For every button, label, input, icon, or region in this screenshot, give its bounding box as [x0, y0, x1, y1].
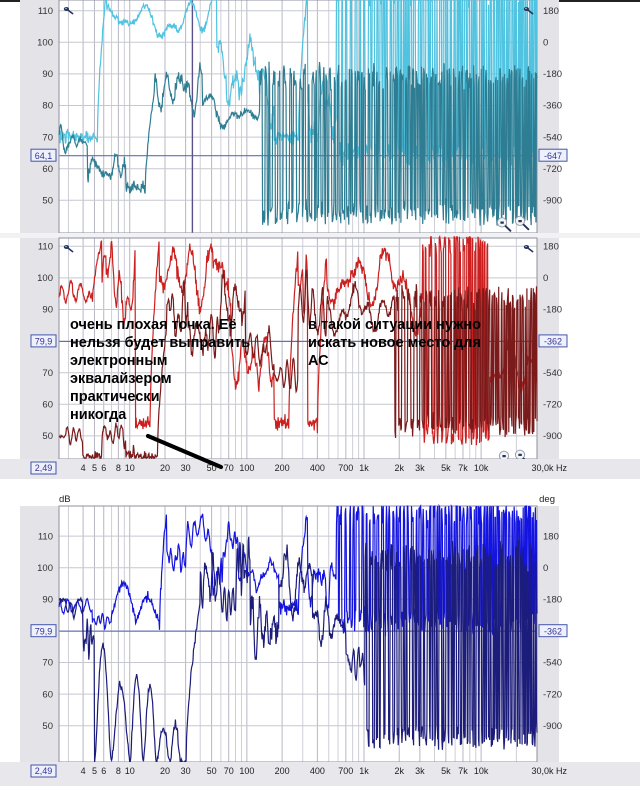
svg-text:50: 50 [42, 431, 53, 442]
svg-text:АС: АС [308, 353, 329, 369]
svg-text:180: 180 [543, 6, 559, 17]
svg-text:2k: 2k [394, 766, 404, 776]
svg-text:90: 90 [42, 305, 53, 316]
svg-text:10: 10 [125, 766, 135, 776]
svg-text:3k: 3k [415, 766, 425, 776]
svg-text:50: 50 [207, 766, 217, 776]
svg-text:-540: -540 [543, 368, 562, 379]
svg-text:2,49: 2,49 [35, 766, 53, 776]
svg-text:30: 30 [181, 463, 191, 473]
svg-text:10: 10 [125, 463, 135, 473]
svg-text:400: 400 [310, 463, 325, 473]
svg-text:70: 70 [42, 658, 53, 669]
svg-text:3k: 3k [415, 463, 425, 473]
svg-text:50: 50 [42, 721, 53, 732]
svg-text:-540: -540 [543, 132, 562, 143]
svg-text:4: 4 [81, 766, 86, 776]
svg-text:6: 6 [101, 463, 106, 473]
svg-text:180: 180 [543, 242, 559, 253]
svg-text:100: 100 [239, 463, 254, 473]
svg-text:110: 110 [38, 531, 53, 542]
svg-text:8: 8 [116, 463, 121, 473]
svg-text:-720: -720 [543, 164, 562, 175]
svg-text:6: 6 [101, 766, 106, 776]
svg-text:60: 60 [42, 164, 53, 175]
svg-text:в такой ситуации нужно: в такой ситуации нужно [308, 317, 481, 333]
svg-text:0: 0 [543, 38, 548, 49]
svg-text:1k: 1k [359, 766, 369, 776]
svg-text:70: 70 [224, 463, 234, 473]
svg-text:5: 5 [92, 766, 97, 776]
svg-text:8: 8 [116, 766, 121, 776]
svg-text:70: 70 [42, 132, 53, 143]
svg-text:5: 5 [92, 463, 97, 473]
svg-text:90: 90 [42, 595, 53, 606]
svg-text:20: 20 [160, 463, 170, 473]
svg-text:90: 90 [42, 69, 53, 80]
svg-text:50: 50 [42, 196, 53, 207]
svg-text:-720: -720 [543, 400, 562, 411]
svg-text:200: 200 [275, 766, 290, 776]
svg-text:700: 700 [338, 463, 353, 473]
svg-text:эквалайзером: эквалайзером [70, 371, 172, 387]
svg-text:5k: 5k [441, 766, 451, 776]
svg-text:-180: -180 [543, 595, 562, 606]
svg-text:-900: -900 [543, 721, 562, 732]
svg-text:нельзя будет выправить: нельзя будет выправить [70, 335, 250, 351]
svg-text:-647: -647 [544, 151, 562, 161]
svg-text:700: 700 [338, 766, 353, 776]
svg-text:0: 0 [543, 273, 548, 284]
svg-text:-720: -720 [543, 689, 562, 700]
svg-text:dB: dB [59, 494, 71, 505]
svg-text:-362: -362 [544, 337, 562, 347]
svg-text:7k: 7k [458, 766, 468, 776]
svg-text:-540: -540 [543, 658, 562, 669]
svg-text:-180: -180 [543, 305, 562, 316]
svg-text:30,0k Hz: 30,0k Hz [531, 766, 567, 776]
svg-text:10k: 10k [474, 766, 489, 776]
svg-text:79,9: 79,9 [35, 337, 53, 347]
svg-text:искать новое место для: искать новое место для [308, 335, 481, 351]
svg-text:64,1: 64,1 [35, 151, 53, 161]
svg-text:30,0k Hz: 30,0k Hz [531, 463, 567, 473]
svg-text:-360: -360 [543, 101, 562, 112]
svg-text:никогда: никогда [70, 407, 127, 423]
svg-text:100: 100 [37, 273, 53, 284]
svg-text:-362: -362 [544, 627, 562, 637]
svg-text:-180: -180 [543, 69, 562, 80]
svg-text:-900: -900 [543, 196, 562, 207]
svg-text:180: 180 [543, 531, 559, 542]
svg-text:4: 4 [81, 463, 86, 473]
svg-text:5k: 5k [441, 463, 451, 473]
svg-text:100: 100 [37, 563, 53, 574]
svg-text:2,49: 2,49 [35, 463, 53, 473]
svg-text:100: 100 [37, 38, 53, 49]
svg-text:70: 70 [224, 766, 234, 776]
svg-text:1k: 1k [359, 463, 369, 473]
svg-text:110: 110 [38, 6, 53, 17]
svg-text:70: 70 [42, 368, 53, 379]
svg-text:79,9: 79,9 [35, 627, 53, 637]
svg-text:очень плохая точка. Её: очень плохая точка. Её [70, 317, 237, 333]
svg-text:200: 200 [275, 463, 290, 473]
svg-text:10k: 10k [474, 463, 489, 473]
svg-text:2k: 2k [394, 463, 404, 473]
svg-text:электронным: электронным [70, 353, 167, 369]
svg-text:-900: -900 [543, 431, 562, 442]
svg-text:400: 400 [310, 766, 325, 776]
svg-text:практически: практически [70, 389, 159, 405]
svg-text:110: 110 [38, 242, 53, 253]
svg-text:60: 60 [42, 689, 53, 700]
svg-text:deg: deg [539, 494, 555, 505]
svg-text:30: 30 [181, 766, 191, 776]
svg-text:7k: 7k [458, 463, 468, 473]
svg-text:80: 80 [42, 101, 53, 112]
svg-text:20: 20 [160, 766, 170, 776]
svg-text:0: 0 [543, 563, 548, 574]
svg-text:60: 60 [42, 400, 53, 411]
svg-text:100: 100 [239, 766, 254, 776]
